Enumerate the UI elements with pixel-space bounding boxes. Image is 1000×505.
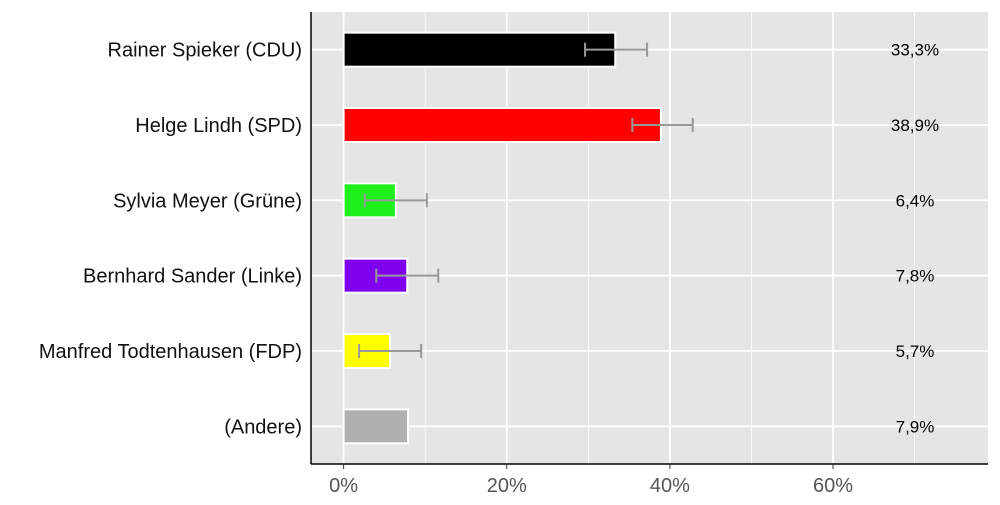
x-tick-label: 40% <box>650 475 690 497</box>
bar <box>342 408 410 445</box>
data-label: 33,3% <box>891 41 939 60</box>
category-label: (Andere) <box>224 416 302 438</box>
error-bar <box>375 268 440 283</box>
data-label: 5,7% <box>896 342 935 361</box>
data-label: 7,8% <box>896 267 935 286</box>
category-label: Sylvia Meyer (Grüne) <box>113 190 302 212</box>
x-tick-label: 0% <box>329 475 358 497</box>
error-bar <box>358 344 423 358</box>
error-bar <box>631 118 694 132</box>
x-tick-label: 60% <box>813 475 853 497</box>
bar <box>342 31 617 68</box>
bar <box>342 107 662 143</box>
x-tick-label: 20% <box>487 475 527 497</box>
error-bar <box>363 193 428 208</box>
plot-panel <box>311 12 988 464</box>
category-label: Manfred Todtenhausen (FDP) <box>39 341 302 363</box>
error-bar <box>584 42 649 57</box>
data-label: 38,9% <box>891 116 939 135</box>
data-label: 7,9% <box>896 417 935 436</box>
category-label: Helge Lindh (SPD) <box>135 115 302 137</box>
category-label: Bernhard Sander (Linke) <box>83 266 302 288</box>
category-label: Rainer Spieker (CDU) <box>108 40 303 62</box>
data-label: 6,4% <box>896 191 935 210</box>
